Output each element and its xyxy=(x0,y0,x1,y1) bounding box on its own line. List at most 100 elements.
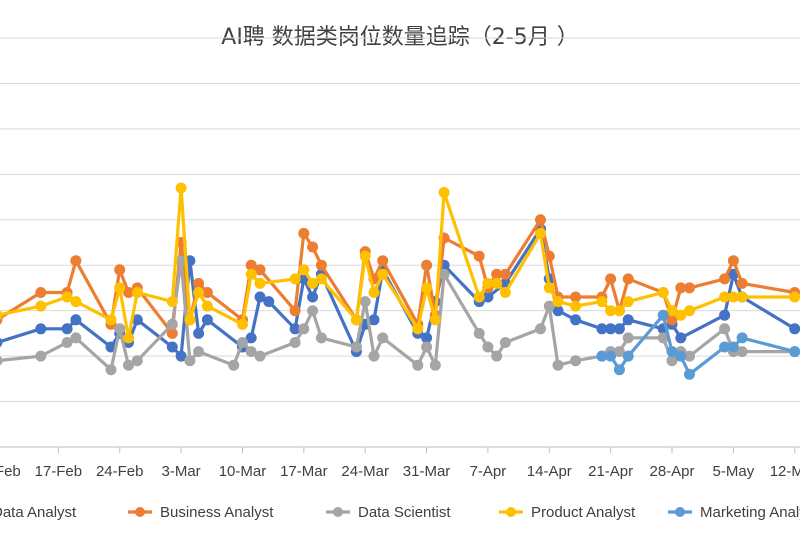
data-point-product-analyst xyxy=(193,287,205,298)
data-point-data-analyst xyxy=(245,332,257,344)
data-point-product-analyst xyxy=(622,296,634,308)
data-point-data-scientist xyxy=(184,355,196,367)
x-tick-label: 10-Feb xyxy=(0,463,21,480)
data-point-business-analyst xyxy=(535,214,546,226)
data-point-data-analyst xyxy=(254,291,266,303)
data-point-data-analyst xyxy=(719,309,731,321)
data-point-data-scientist xyxy=(438,268,450,280)
data-point-data-scientist xyxy=(421,341,433,353)
data-point-data-scientist xyxy=(0,356,3,366)
x-tick-label: 7-Apr xyxy=(470,463,507,480)
data-point-product-analyst xyxy=(535,227,546,239)
data-point-data-scientist xyxy=(613,346,625,358)
data-point-product-analyst xyxy=(596,296,608,308)
data-point-business-analyst xyxy=(719,273,731,285)
legend-marker-marketing-analyst xyxy=(675,507,685,517)
data-point-product-analyst xyxy=(70,296,82,308)
series-product-analyst xyxy=(0,182,800,344)
data-point-business-analyst xyxy=(193,277,205,289)
data-point-marketing-analyst xyxy=(736,332,748,344)
data-point-product-analyst xyxy=(666,305,678,317)
data-point-product-analyst xyxy=(543,282,555,294)
data-point-data-scientist xyxy=(359,296,371,308)
data-point-data-scientist xyxy=(482,341,494,353)
x-tick-label: 12-May xyxy=(770,463,800,480)
data-point-product-analyst xyxy=(237,318,248,330)
data-point-product-analyst xyxy=(131,287,143,298)
data-point-product-analyst xyxy=(350,314,362,326)
data-point-data-scientist xyxy=(35,350,47,362)
data-point-product-analyst xyxy=(201,300,213,312)
x-tick-label: 3-Mar xyxy=(162,463,201,480)
data-point-business-analyst xyxy=(307,241,319,253)
data-point-data-scientist xyxy=(570,355,582,367)
data-point-business-analyst xyxy=(114,264,126,276)
data-point-product-analyst xyxy=(684,305,695,317)
data-point-business-analyst xyxy=(622,273,634,285)
data-point-product-analyst xyxy=(254,277,266,289)
data-point-data-scientist xyxy=(237,337,248,348)
data-point-data-analyst xyxy=(570,314,582,326)
x-tick-label: 5-May xyxy=(713,463,755,480)
series-line-data-scientist xyxy=(0,259,797,372)
data-point-product-analyst xyxy=(298,264,310,276)
x-tick-label: 17-Feb xyxy=(35,463,83,480)
data-point-product-analyst xyxy=(123,332,134,344)
data-point-data-scientist xyxy=(543,300,555,312)
data-point-data-scientist xyxy=(245,346,257,358)
data-point-data-scientist xyxy=(289,337,301,348)
data-point-product-analyst xyxy=(657,287,669,298)
data-point-data-analyst xyxy=(35,323,47,335)
data-point-data-scientist xyxy=(736,346,748,358)
data-point-marketing-analyst xyxy=(727,341,739,353)
legend-label-business-analyst: Business Analyst xyxy=(160,504,274,521)
data-point-data-scientist xyxy=(377,332,389,344)
data-point-data-analyst xyxy=(193,327,205,339)
data-point-product-analyst xyxy=(412,323,424,335)
x-tick-label: 14-Apr xyxy=(527,463,572,480)
data-point-data-scientist xyxy=(228,359,240,371)
data-point-data-scientist xyxy=(491,350,503,362)
data-point-data-analyst xyxy=(622,314,634,326)
legend-item-product-analyst: Product Analyst xyxy=(499,504,636,521)
series-line-business-analyst xyxy=(0,218,797,335)
x-tick-label: 17-Mar xyxy=(280,463,328,480)
data-point-business-analyst xyxy=(736,277,748,289)
data-point-marketing-analyst xyxy=(613,364,625,376)
data-point-data-scientist xyxy=(307,305,319,317)
x-tick-label: 24-Feb xyxy=(96,463,144,480)
data-point-data-scientist xyxy=(535,323,546,335)
data-point-data-analyst xyxy=(175,350,187,362)
data-point-product-analyst xyxy=(491,277,503,289)
data-point-business-analyst xyxy=(473,250,485,262)
data-point-data-scientist xyxy=(193,346,205,358)
data-point-product-analyst xyxy=(307,277,319,289)
x-tick-label: 21-Apr xyxy=(588,463,633,480)
legend-item-business-analyst: Business Analyst xyxy=(128,504,274,521)
data-point-marketing-analyst xyxy=(789,346,800,358)
data-point-product-analyst xyxy=(473,291,485,303)
data-point-product-analyst xyxy=(0,310,3,320)
data-point-product-analyst xyxy=(499,287,511,298)
data-point-product-analyst xyxy=(368,287,380,298)
legend-item-marketing-analyst: Marketing Analyst xyxy=(668,504,800,521)
legend-item-data-scientist: Data Scientist xyxy=(326,504,451,521)
x-tick-label: 31-Mar xyxy=(403,463,451,480)
data-point-data-scientist xyxy=(499,337,511,348)
data-point-data-analyst xyxy=(421,332,433,344)
data-point-product-analyst xyxy=(35,300,47,312)
data-point-business-analyst xyxy=(298,227,310,239)
legend-marker-data-scientist xyxy=(333,507,343,517)
data-point-data-scientist xyxy=(429,359,441,371)
data-point-business-analyst xyxy=(254,264,266,276)
data-point-business-analyst xyxy=(377,255,389,267)
data-point-data-scientist xyxy=(123,359,134,371)
data-point-business-analyst xyxy=(684,282,695,294)
data-point-product-analyst xyxy=(315,273,327,285)
data-point-data-scientist xyxy=(473,327,485,339)
data-point-data-analyst xyxy=(61,323,73,335)
data-point-data-scientist xyxy=(114,323,126,335)
series-line-product-analyst xyxy=(0,186,797,340)
legend-label-data-scientist: Data Scientist xyxy=(358,504,451,521)
data-point-business-analyst xyxy=(315,259,327,271)
